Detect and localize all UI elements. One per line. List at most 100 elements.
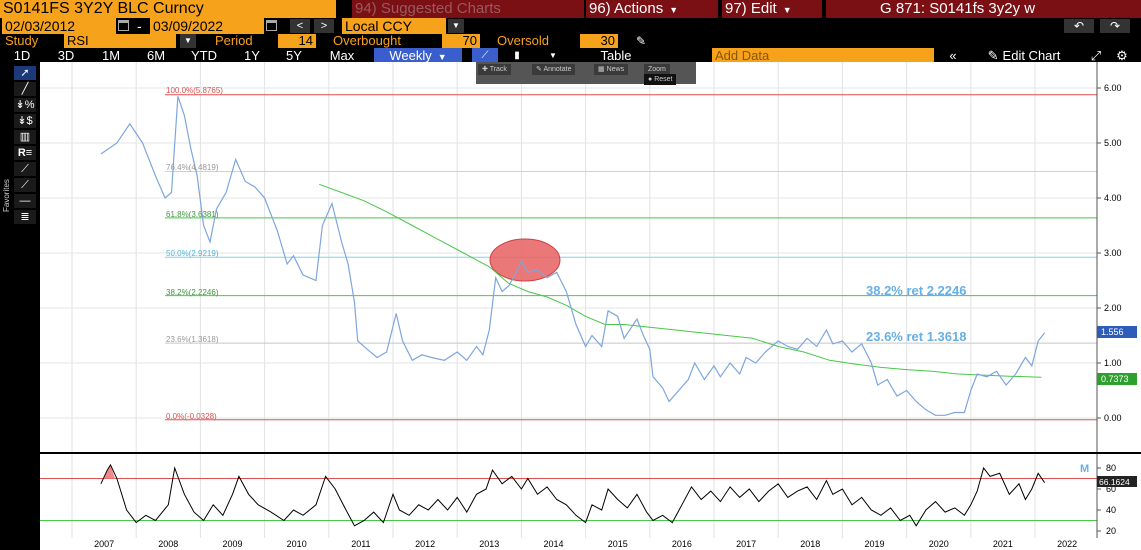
chart-title: G 871: S0141fs 3y2y w [826,0,1141,18]
fib-label-500: 50.0%(2.9219) [166,249,219,258]
x-tick-label: 2014 [543,539,564,549]
cursor-icon[interactable]: ➚ [14,66,36,80]
last-ma-value: 0.7373 [1101,374,1129,384]
chart-mini-toolbar: ✚ Track ✎ Annotate ▦ News Zoom ● Reset [476,62,696,85]
overbought-label: Overbought [333,33,401,48]
ret-382-label: 38.2% ret 2.2246 [866,283,966,298]
percent-tool-icon[interactable]: ↡% [14,98,36,112]
dollar-tool-icon[interactable]: ↡$ [14,114,36,128]
oversold-input[interactable]: 30 [580,34,618,48]
zoom-button[interactable]: Zoom [644,64,670,75]
fib-tool-icon[interactable]: ≣ [14,210,36,224]
y-tick-label: 4.00 [1104,193,1122,203]
study-select[interactable]: RSI [64,34,176,48]
rsi-grid [71,454,1036,538]
edit-menu[interactable]: 97) Edit ▼ [722,0,822,18]
pencil-icon: ✎ [987,48,999,63]
collapse-icon[interactable]: « [949,48,957,63]
rsi-chart[interactable]: 20 40 60 80 M 66.1624 [40,454,1141,538]
favorites-tab[interactable]: Favorites [2,179,11,212]
prev-range-button[interactable]: < [290,19,310,33]
r-tool-icon[interactable]: R≡ [14,146,36,160]
x-tick-label: 2018 [800,539,821,549]
x-tick-label: 2008 [158,539,179,549]
export-icon[interactable]: ⤢ [1090,48,1102,63]
grid [40,62,1097,452]
fibonacci-lines [165,94,1097,421]
y-tick-label: 6.00 [1104,83,1122,93]
bar-tool-icon[interactable]: ▥ [14,130,36,144]
overbought-input[interactable]: 70 [442,34,480,48]
redo-button[interactable]: ↷ [1100,19,1130,33]
reset-button[interactable]: ● Reset [644,74,677,85]
period-input[interactable]: 14 [278,34,316,48]
highlight-circle[interactable] [489,238,561,282]
chart-type-button[interactable]: ▮ [514,50,520,61]
news-button[interactable]: ▦ News [594,64,629,75]
period-toolbar: 1D 3D 1M 6M YTD 1Y 5Y Max Weekly ▼ ⟋ ▮ ▼ … [0,48,1141,65]
trend-tool-icon[interactable]: ⟋ [14,162,36,176]
chevron-down-icon[interactable]: ▼ [180,34,196,48]
annotate-button[interactable]: ✎ Annotate [532,64,576,75]
track-button[interactable]: ✚ Track [478,64,511,75]
calendar-icon[interactable] [118,20,129,31]
line-chart-button[interactable]: ⟋ [472,48,498,63]
next-range-button[interactable]: > [314,19,334,33]
chevron-down-icon: ▼ [669,5,679,15]
drawing-sidebar: ➚ ╱ ↡% ↡$ ▥ R≡ ⟋ ⟋ — ≣ Favorites [0,62,40,550]
start-date-input[interactable]: 02/03/2012 [2,18,116,34]
ticker-field[interactable]: S0141FS 3Y2Y BLC Curncy [0,0,336,18]
rsi-tick-label: 40 [1106,505,1116,515]
period-button-6m[interactable]: 6M [146,48,166,63]
last-rsi-tag [1097,476,1137,487]
calendar-icon[interactable] [266,20,277,31]
y-tick-label: 3.00 [1104,248,1122,258]
add-data-input[interactable]: Add Data [712,48,934,63]
chevron-down-icon[interactable]: ▼ [448,19,464,33]
period-button-5y[interactable]: 5Y [286,48,302,63]
hline-tool-icon[interactable]: — [14,194,36,208]
edit-chart-button[interactable]: ✎ Edit Chart [987,48,1061,63]
range-dash: - [137,18,142,34]
pencil-icon[interactable]: ✎ [636,34,647,48]
rsi-axis-area [1097,454,1141,538]
last-price-value: 1.556 [1101,327,1124,337]
period-button-1y[interactable]: 1Y [244,48,260,63]
period-button-ytd[interactable]: YTD [191,48,217,63]
fib-label-0: 0.0%(-0.0328) [166,412,217,421]
channel-tool-icon[interactable]: ⟋ [14,178,36,192]
x-tick-label: 2015 [607,539,628,549]
x-tick-label: 2021 [992,539,1013,549]
period-button-3d[interactable]: 3D [57,48,75,63]
suggested-charts-menu[interactable]: 94) Suggested Charts [352,0,584,18]
rsi-line [100,463,1046,527]
date-range-bar: 02/03/2012 - 03/09/2022 < > Local CCY ▼ … [0,18,1141,34]
end-date-input[interactable]: 03/09/2022 [150,18,264,34]
last-ma-tag [1097,373,1137,385]
x-tick-label: 2010 [286,539,307,549]
main-chart[interactable]: 0.00 1.00 2.00 3.00 4.00 5.00 6.00 100.0%(5.87… [40,62,1141,454]
currency-select[interactable]: Local CCY [342,18,446,34]
gear-icon[interactable]: ⚙ [1116,48,1128,63]
chevron-down-icon[interactable]: ▼ [549,51,557,60]
period-button-max[interactable]: Max [329,48,355,63]
actions-menu[interactable]: 96) Actions ▼ [586,0,718,18]
table-button[interactable]: Table [600,48,632,63]
undo-button[interactable]: ↶ [1064,19,1094,33]
fib-label-236: 23.6%(1.3618) [166,335,219,344]
y-tick-label: 1.00 [1104,358,1122,368]
frequency-select[interactable]: Weekly ▼ [374,48,462,65]
chevron-down-icon: ▼ [437,52,447,62]
oversold-label: Oversold [497,33,550,48]
x-tick-label: 2022 [1057,539,1078,549]
x-axis: 2007 2008 2009 2010 2011 2012 2013 2014 2015 2016… [40,538,1141,550]
y-tick-label: 0.00 [1104,413,1122,423]
y-tick-label: 2.00 [1104,303,1122,313]
period-button-1m[interactable]: 1M [101,48,121,63]
x-tick-label: 2019 [864,539,885,549]
x-tick-label: 2017 [736,539,757,549]
line-tool-icon[interactable]: ╱ [14,82,36,96]
period-button-1d[interactable]: 1D [13,48,31,63]
overbought-fill [104,464,116,479]
rsi-y-ticks: 20 40 60 80 [1097,463,1116,536]
